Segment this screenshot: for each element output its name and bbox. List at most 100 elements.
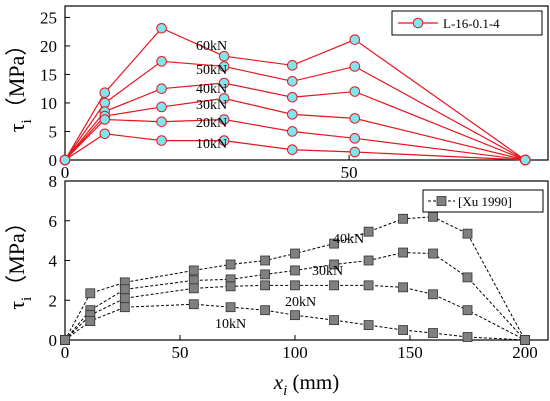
bottom-x-axis-subscript: i <box>283 383 287 399</box>
top-ytick-label: 25 <box>40 8 57 27</box>
top-ytick-label: 15 <box>40 65 57 84</box>
top-point-30kN <box>286 109 298 120</box>
bottom-point-30kN <box>428 248 438 259</box>
bottom-point-10kN <box>260 305 271 316</box>
top-y-axis-label-text: τi（MPa） <box>4 34 35 133</box>
bottom-ytick-label: 6 <box>49 212 58 231</box>
top-ytick-label: 10 <box>40 94 57 113</box>
top-point-10kN <box>59 154 71 166</box>
bottom-series-label: 10kN <box>215 317 246 332</box>
bottom-point-10kN <box>188 299 199 310</box>
bottom-point-30kN <box>329 259 340 270</box>
bottom-series-label: 20kN <box>285 295 316 310</box>
bottom-point-20kN <box>225 281 236 292</box>
bottom-x-axis-symbol: x <box>273 370 284 394</box>
top-point-60kN <box>99 87 111 98</box>
top-point-30kN <box>156 101 167 113</box>
top-point-20kN <box>286 126 298 137</box>
bottom-series-label: 30kN <box>312 264 343 279</box>
top-point-60kN <box>218 50 230 62</box>
bottom-point-10kN <box>225 302 236 313</box>
bottom-legend-marker <box>436 196 447 206</box>
bottom-x-axis-label: xi (mm) <box>273 370 339 399</box>
bottom-point-20kN <box>462 305 473 316</box>
bottom-point-10kN <box>462 332 473 342</box>
top-xtick-label: 0 <box>61 163 70 182</box>
bottom-point-10kN <box>290 310 300 321</box>
top-point-40kN <box>286 91 298 103</box>
bottom-y-axis-subscript: i <box>19 297 35 301</box>
bottom-ytick-label: 4 <box>49 252 58 271</box>
bottom-point-10kN <box>329 315 340 326</box>
bottom-x-axis-unit: (mm) <box>287 370 339 394</box>
top-point-10kN <box>99 128 111 140</box>
top-point-10kN <box>156 135 167 146</box>
bottom-point-10kN <box>119 302 130 313</box>
bottom-point-40kN <box>398 213 409 224</box>
top-point-50kN <box>286 75 298 87</box>
bottom-y-axis-symbol: τ <box>4 301 29 310</box>
top-point-50kN <box>156 56 167 67</box>
bottom-point-10kN <box>428 328 438 338</box>
bottom-point-10kN <box>363 320 374 330</box>
bottom-xtick-label: 0 <box>61 343 70 362</box>
bottom-point-40kN <box>188 265 199 276</box>
bottom-y-axis-label: τi（MPa） <box>4 211 35 310</box>
bottom-point-30kN <box>462 272 473 283</box>
top-point-40kN <box>218 77 230 89</box>
bottom-point-30kN <box>260 269 271 280</box>
top-point-60kN <box>286 60 298 71</box>
top-y-axis-unit: （MPa） <box>4 34 29 120</box>
bottom-point-30kN <box>363 255 374 266</box>
top-point-20kN <box>156 116 167 128</box>
bottom-point-20kN <box>188 283 199 294</box>
top-plot-frame <box>64 5 549 161</box>
bottom-point-40kN <box>225 259 236 270</box>
top-series-label: 10kN <box>196 137 227 152</box>
bottom-y-axis-unit: （MPa） <box>4 211 29 297</box>
top-series-label: 60kN <box>196 39 227 54</box>
bottom-xtick-label: 150 <box>397 343 423 362</box>
bottom-ytick-label: 2 <box>49 291 58 310</box>
bottom-point-20kN <box>363 280 374 291</box>
top-point-50kN <box>218 61 230 72</box>
top-point-10kN <box>349 146 361 158</box>
top-xtick-label: 50 <box>341 163 358 182</box>
top-point-10kN <box>519 154 531 166</box>
top-point-40kN <box>349 86 361 97</box>
bottom-point-10kN <box>520 335 530 345</box>
bottom-series-line-40kN <box>64 216 526 341</box>
top-legend-marker <box>412 17 424 29</box>
top-series-label: 30kN <box>196 98 227 113</box>
top-series-label: 20kN <box>196 116 227 131</box>
top-ytick-label: 0 <box>49 151 58 170</box>
top-series-label: 50kN <box>196 63 227 78</box>
bottom-legend: [Xu 1990] <box>422 189 544 213</box>
bottom-point-30kN <box>398 247 409 258</box>
top-ytick-label: 20 <box>40 37 57 56</box>
top-point-60kN <box>156 22 167 34</box>
top-point-20kN <box>349 133 361 144</box>
bottom-point-10kN <box>60 335 70 345</box>
bottom-point-30kN <box>119 284 130 295</box>
bottom-point-40kN <box>260 255 271 266</box>
bottom-point-40kN <box>329 238 340 249</box>
top-point-50kN <box>349 61 361 72</box>
top-point-10kN <box>286 144 298 156</box>
top-y-axis-subscript: i <box>19 119 35 123</box>
top-series-label: 40kN <box>196 82 227 97</box>
top-point-20kN <box>99 114 111 125</box>
bottom-xtick-label: 100 <box>282 343 308 362</box>
top-ytick-label: 5 <box>49 122 58 141</box>
bottom-legend-label: [Xu 1990] <box>458 194 512 209</box>
bottom-point-20kN <box>119 293 130 304</box>
bottom-point-10kN <box>398 325 409 335</box>
bottom-point-40kN <box>363 226 374 237</box>
top-y-axis-symbol: τ <box>4 123 29 132</box>
bottom-ytick-label: 8 <box>49 172 58 191</box>
top-point-40kN <box>156 83 167 95</box>
bottom-y-axis-label-text: τi（MPa） <box>4 211 35 310</box>
